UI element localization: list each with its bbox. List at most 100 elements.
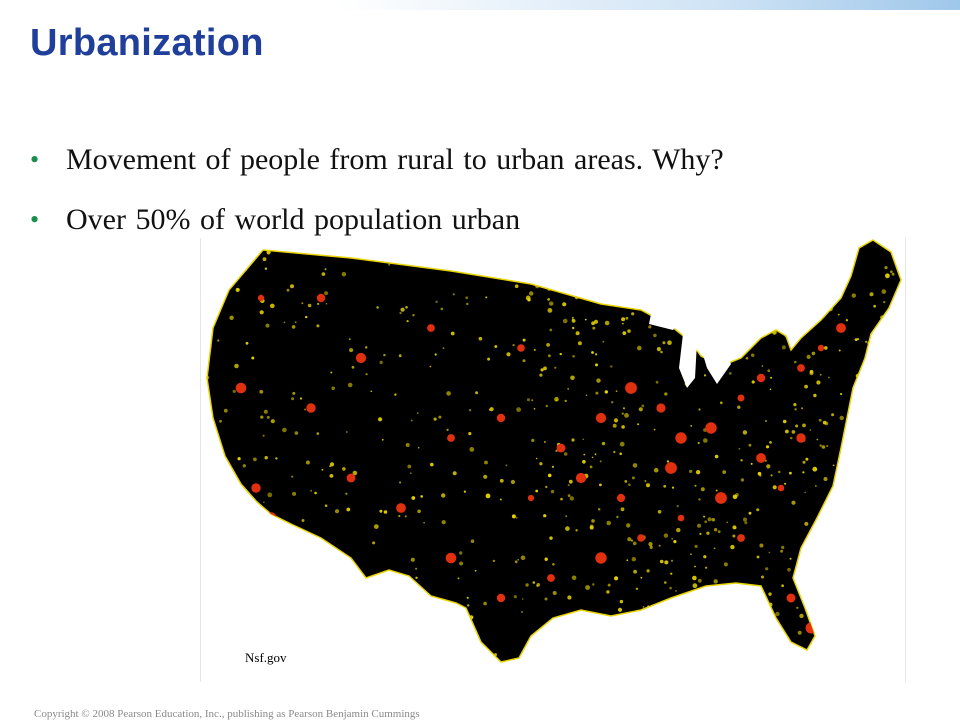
light-dot (891, 272, 895, 276)
light-dot (700, 487, 705, 492)
light-dot (687, 326, 690, 329)
light-dot (818, 637, 824, 643)
light-dot (294, 321, 297, 323)
light-dot (706, 531, 710, 535)
light-dot (642, 291, 648, 296)
light-dot (443, 657, 446, 660)
light-dot (292, 391, 296, 395)
light-dot (676, 271, 680, 275)
light-dot (335, 586, 339, 590)
light-dot (732, 295, 736, 299)
light-dot (506, 251, 510, 254)
light-dot (398, 259, 402, 263)
light-dot (873, 552, 878, 557)
city-light (616, 493, 626, 503)
light-dot (301, 519, 305, 522)
light-dot (722, 294, 727, 299)
light-dot (402, 605, 407, 610)
light-dot (539, 462, 543, 466)
light-dot (805, 457, 809, 461)
light-dot (823, 623, 827, 627)
light-dot (453, 262, 456, 266)
light-dot (663, 305, 666, 308)
light-dot (266, 250, 271, 255)
light-dot (595, 353, 598, 356)
light-dot (245, 341, 249, 345)
light-dot (545, 277, 549, 281)
light-dot (259, 241, 262, 244)
light-dot (255, 604, 260, 609)
light-dot (387, 661, 391, 662)
light-dot (644, 302, 647, 306)
light-dot (634, 256, 639, 260)
light-dot (902, 426, 904, 428)
light-dot (622, 322, 624, 325)
light-dot (780, 271, 784, 275)
light-dot (867, 498, 869, 500)
light-dot (789, 557, 792, 560)
light-dot (293, 633, 297, 637)
light-dot (802, 253, 805, 256)
light-dot (320, 582, 326, 588)
light-dot (353, 676, 356, 679)
light-dot (589, 278, 592, 281)
light-dot (316, 302, 320, 306)
light-dot (781, 545, 785, 549)
light-dot (329, 474, 334, 478)
light-dot (614, 278, 616, 281)
light-dot (208, 249, 213, 254)
light-dot (474, 569, 477, 572)
light-dot (409, 472, 412, 475)
light-dot (341, 272, 347, 277)
light-dot (548, 354, 551, 358)
light-dot (621, 317, 626, 322)
light-dot (793, 301, 796, 304)
light-dot (824, 629, 829, 634)
light-dot (592, 268, 596, 273)
light-dot (229, 503, 233, 507)
city-light (817, 534, 825, 542)
light-dot (330, 371, 333, 374)
light-dot (794, 666, 798, 670)
light-dot (648, 542, 653, 547)
light-dot (743, 267, 749, 272)
light-dot (511, 514, 516, 519)
light-dot (747, 669, 749, 671)
light-dot (895, 445, 899, 450)
light-dot (531, 438, 535, 442)
light-dot (785, 676, 789, 680)
light-dot (856, 338, 860, 341)
light-dot (651, 280, 657, 286)
light-dot (606, 590, 610, 594)
light-dot (713, 579, 718, 584)
light-dot (370, 390, 373, 393)
city-light (496, 593, 506, 603)
light-dot (516, 407, 521, 412)
light-dot (305, 658, 309, 661)
city-light (306, 403, 316, 413)
light-dot (295, 604, 298, 607)
light-dot (266, 415, 270, 419)
light-dot (376, 306, 379, 309)
light-dot (469, 447, 475, 452)
light-dot (468, 409, 472, 412)
light-dot (539, 373, 543, 377)
light-dot (890, 484, 896, 489)
light-dot (325, 302, 328, 305)
light-dot (595, 391, 599, 395)
light-dot (422, 636, 424, 638)
light-dot (874, 547, 878, 551)
light-dot (562, 318, 568, 324)
light-dot (535, 489, 539, 493)
light-dot (768, 592, 772, 596)
light-dot (722, 470, 726, 474)
light-dot (466, 302, 469, 306)
light-dot (282, 572, 286, 577)
light-dot (404, 515, 407, 518)
city-light (705, 422, 717, 434)
light-dot (465, 296, 469, 300)
light-dot (782, 419, 787, 424)
light-dot (678, 596, 683, 601)
light-dot (625, 316, 629, 320)
light-dot (808, 675, 810, 677)
